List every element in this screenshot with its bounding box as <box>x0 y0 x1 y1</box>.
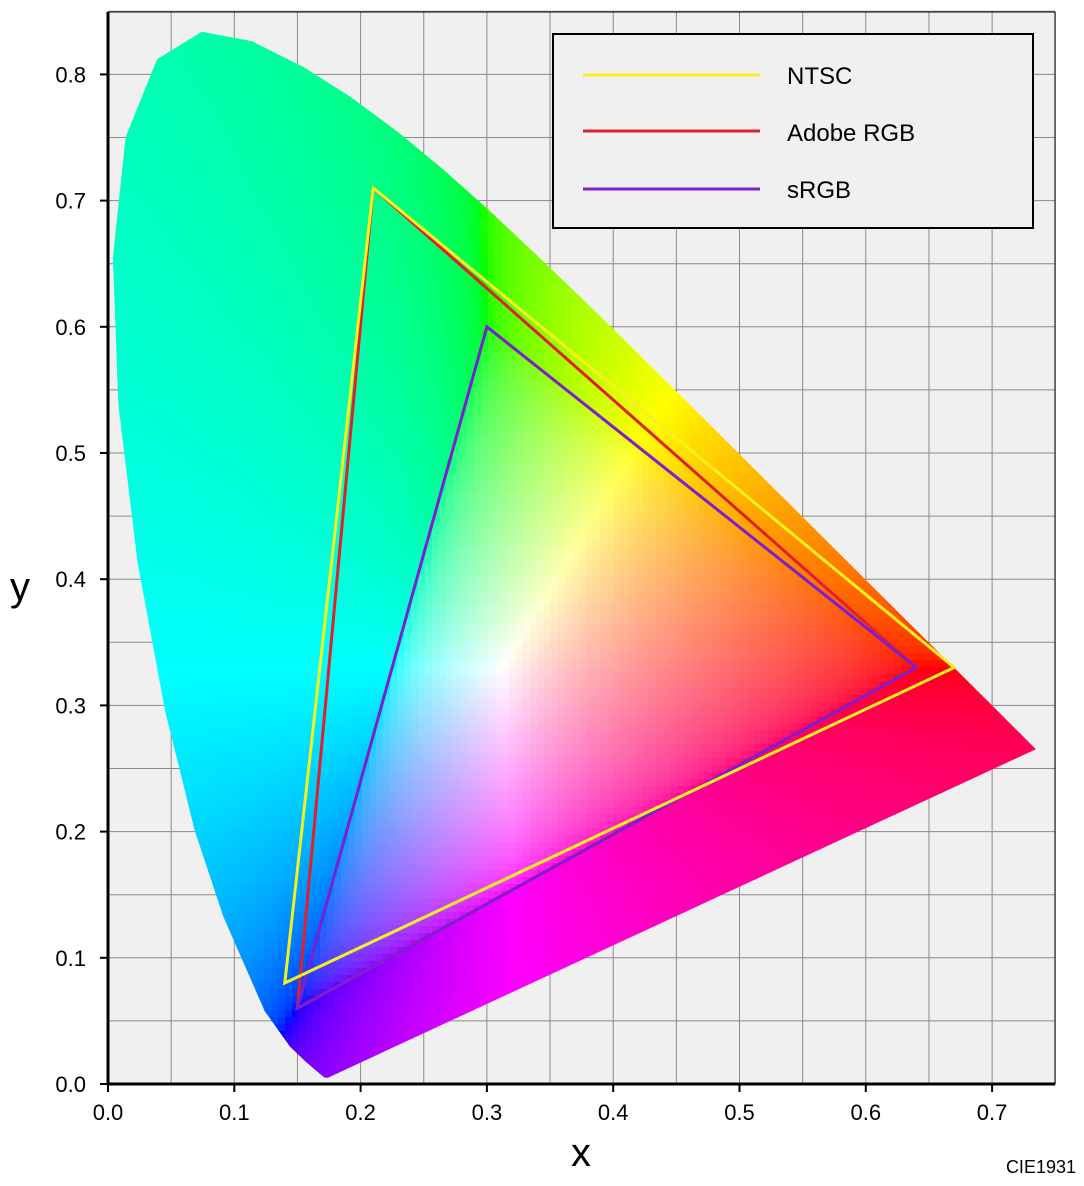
gamut-srgb <box>294 324 919 1012</box>
y-tick-label: 0.4 <box>55 567 86 592</box>
gamut-triangles <box>283 184 957 1012</box>
corner-annotation: CIE1931 <box>1006 1157 1076 1177</box>
y-tick-label: 0.1 <box>55 946 86 971</box>
x-tick-label: 0.5 <box>724 1100 755 1125</box>
x-tick-label: 0.0 <box>93 1100 124 1125</box>
x-tick-label: 0.2 <box>345 1100 376 1125</box>
legend-label-ntsc: NTSC <box>787 63 852 90</box>
y-tick-label: 0.6 <box>55 315 86 340</box>
axis-ticks: 0.0 0.1 0.2 0.3 0.4 0.5 0.6 0.7 0.0 0.1 0.2 0.3 0.4 0… <box>55 62 1007 1125</box>
x-tick-label: 0.6 <box>851 1100 882 1125</box>
legend: NTSC Adobe RGB sRGB <box>552 33 1034 229</box>
y-tick-label: 0.0 <box>55 1072 86 1097</box>
y-tick-label: 0.2 <box>55 820 86 845</box>
legend-label-srgb: sRGB <box>787 177 851 204</box>
x-tick-label: 0.3 <box>472 1100 503 1125</box>
x-tick-label: 0.4 <box>598 1100 629 1125</box>
y-tick-label: 0.5 <box>55 441 86 466</box>
x-tick-label: 0.7 <box>977 1100 1008 1125</box>
gamut-ntsc <box>283 185 957 986</box>
y-tick-label: 0.7 <box>55 189 86 214</box>
y-tick-label: 0.3 <box>55 693 86 718</box>
y-axis-title: y <box>10 565 30 609</box>
y-tick-label: 0.8 <box>55 62 86 87</box>
x-tick-label: 0.1 <box>219 1100 250 1125</box>
legend-label-adobe-rgb: Adobe RGB <box>787 120 915 147</box>
x-axis-title: x <box>571 1131 591 1175</box>
